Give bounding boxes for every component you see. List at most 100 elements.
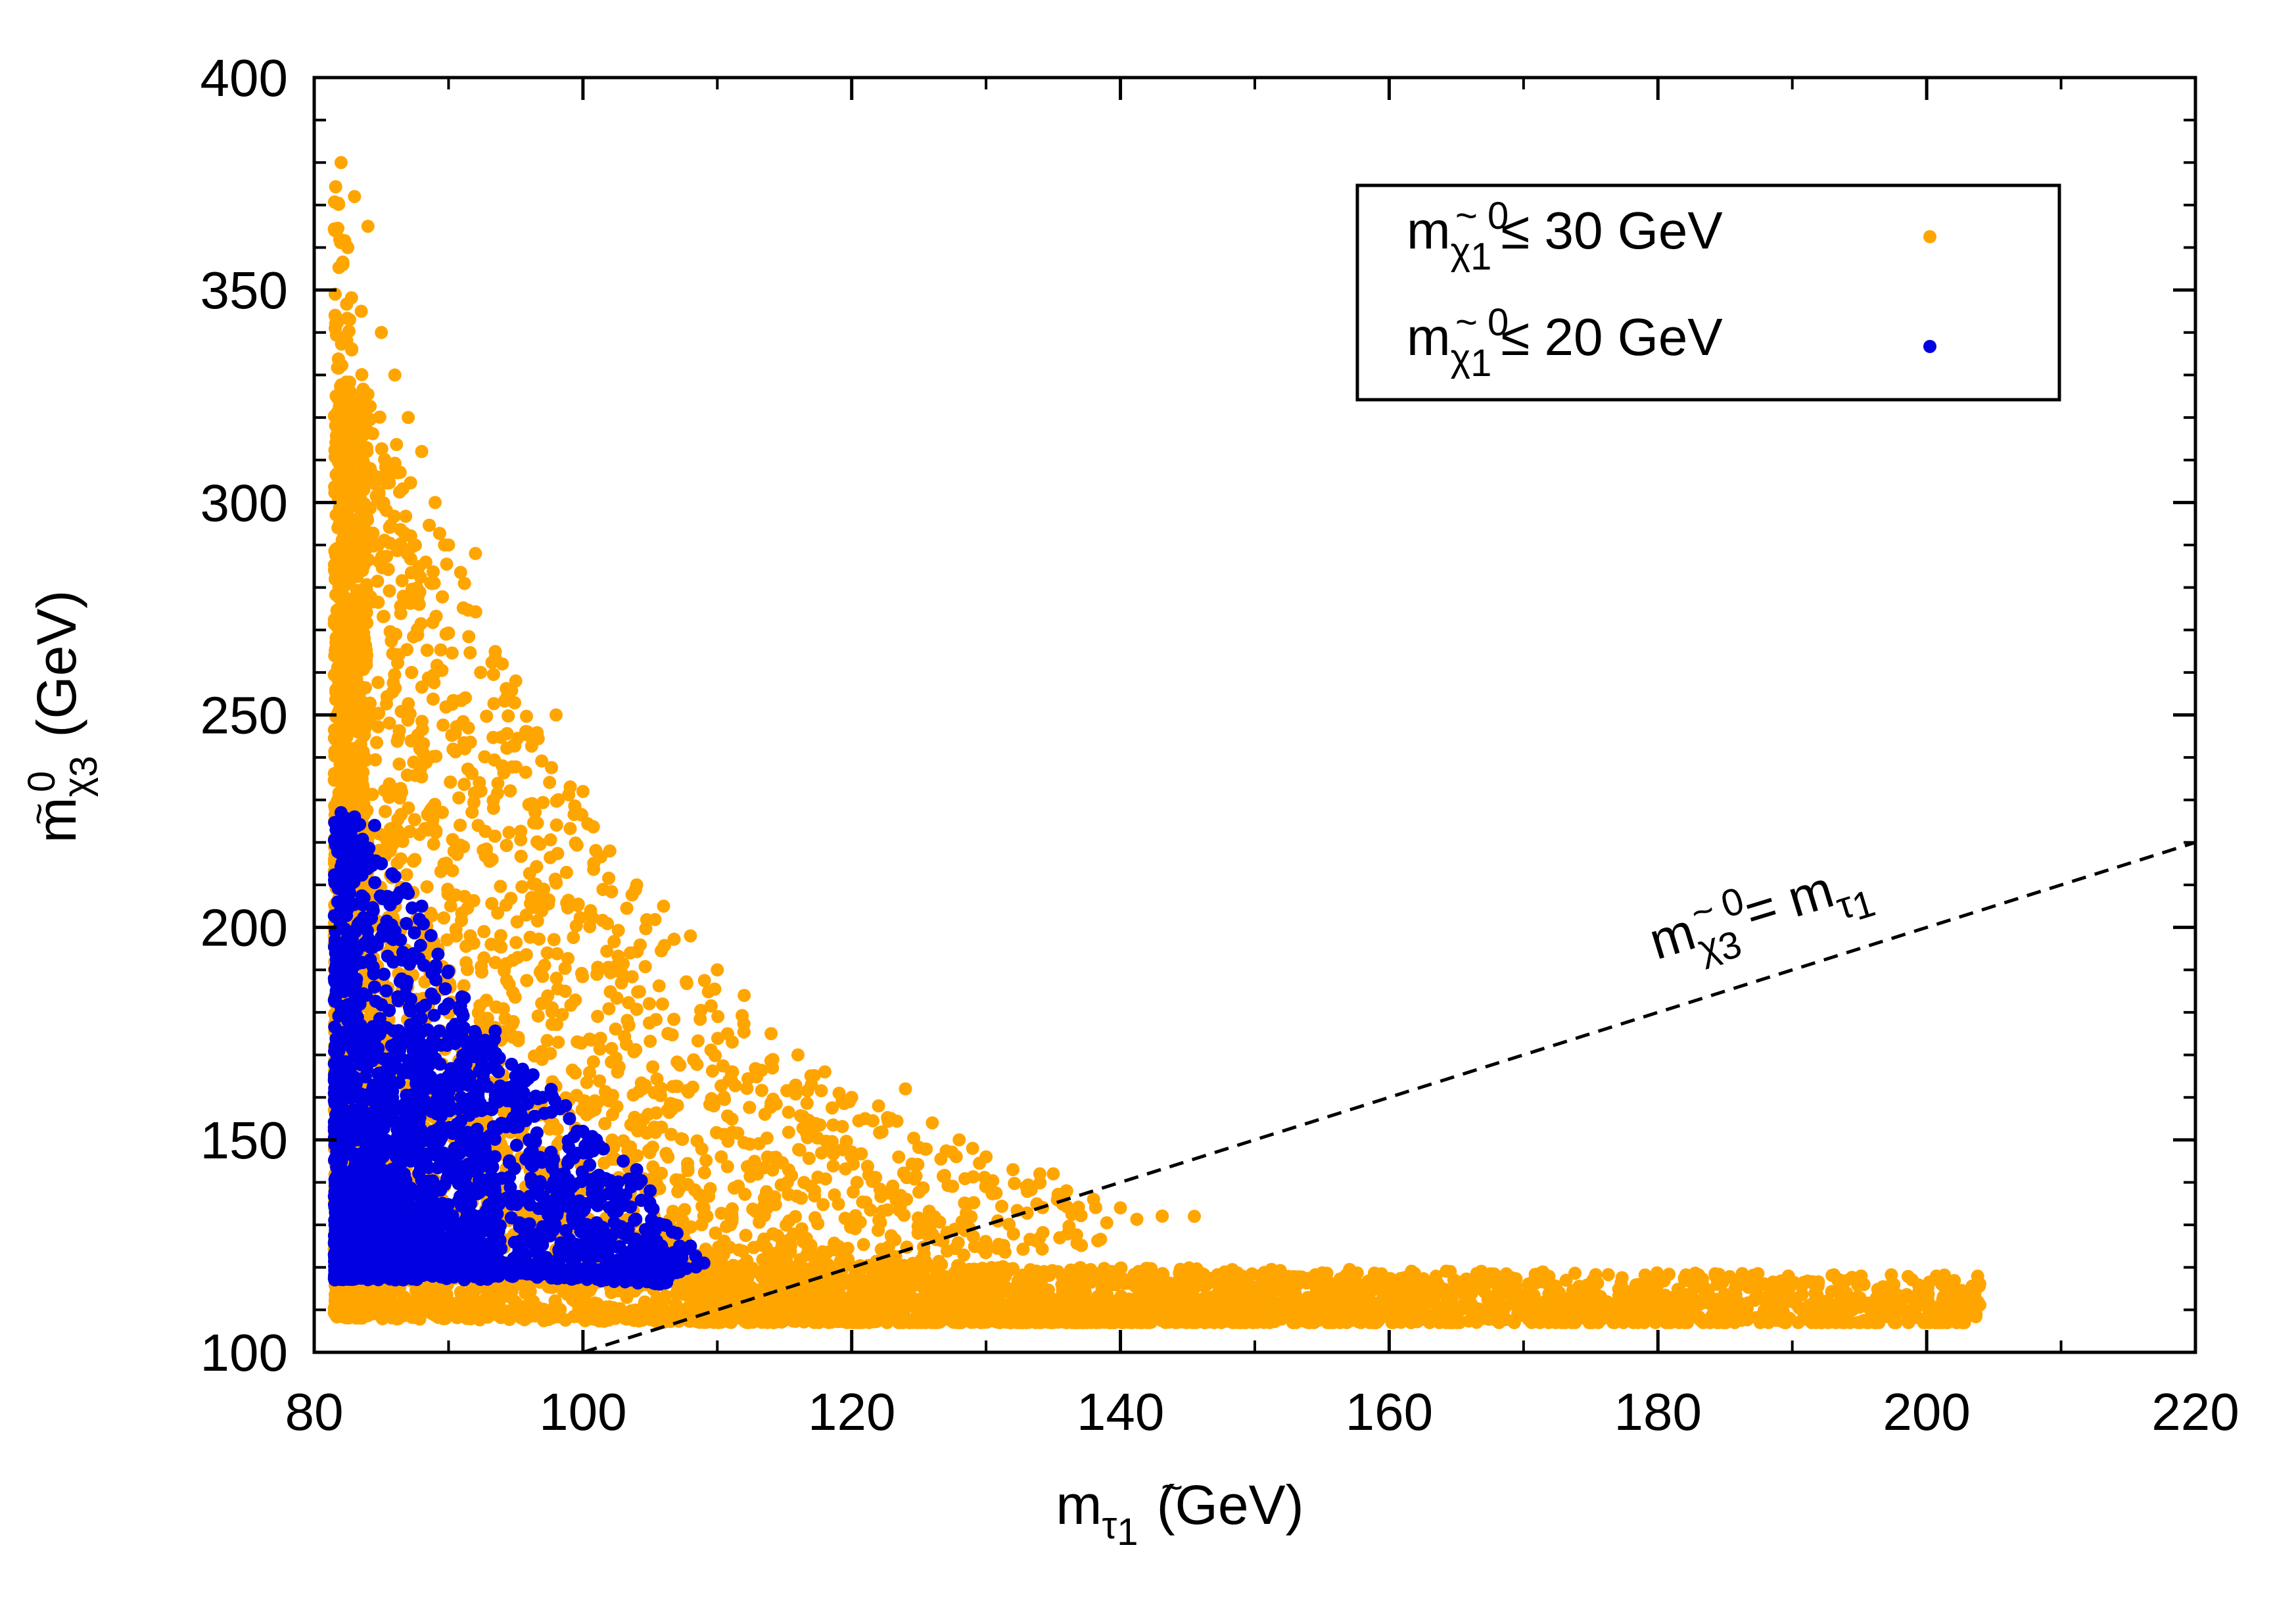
orange-point bbox=[519, 908, 533, 922]
orange-point bbox=[555, 1008, 569, 1022]
orange-point bbox=[502, 826, 516, 840]
orange-point bbox=[609, 1022, 622, 1036]
orange-point bbox=[687, 1053, 701, 1067]
orange-point bbox=[995, 1199, 1009, 1213]
orange-point bbox=[400, 768, 414, 782]
orange-point bbox=[550, 947, 564, 960]
orange-point bbox=[611, 924, 625, 937]
orange-point bbox=[540, 946, 554, 960]
orange-point bbox=[678, 1202, 691, 1216]
orange-point bbox=[808, 1184, 822, 1198]
orange-point bbox=[711, 1010, 725, 1024]
orange-point bbox=[514, 833, 528, 847]
orange-point bbox=[504, 784, 517, 797]
orange-point bbox=[782, 1126, 795, 1139]
orange-point bbox=[558, 961, 572, 975]
orange-point bbox=[697, 974, 711, 987]
orange-point bbox=[434, 643, 448, 657]
orange-point bbox=[642, 997, 656, 1010]
orange-point bbox=[487, 697, 501, 711]
orange-point bbox=[650, 1072, 664, 1086]
orange-point bbox=[814, 1146, 828, 1160]
orange-point bbox=[1029, 1234, 1043, 1248]
orange-point bbox=[420, 880, 434, 893]
orange-point bbox=[440, 557, 454, 571]
orange-point bbox=[413, 828, 427, 842]
orange-point bbox=[828, 1188, 841, 1202]
orange-point bbox=[652, 979, 666, 993]
orange-point bbox=[739, 1229, 753, 1243]
orange-point bbox=[486, 801, 500, 815]
orange-point bbox=[480, 709, 494, 723]
orange-point bbox=[491, 776, 505, 790]
orange-point bbox=[519, 709, 533, 723]
orange-point bbox=[452, 791, 466, 805]
orange-point bbox=[400, 868, 413, 882]
orange-point bbox=[589, 843, 603, 857]
orange-point bbox=[408, 813, 421, 826]
orange-point bbox=[691, 1034, 705, 1048]
orange-point bbox=[703, 1181, 717, 1195]
orange-point bbox=[336, 258, 350, 272]
orange-point bbox=[544, 833, 557, 847]
orange-point bbox=[655, 1293, 669, 1307]
orange-point bbox=[600, 944, 614, 958]
orange-point bbox=[1053, 1231, 1067, 1245]
orange-point bbox=[473, 999, 487, 1012]
orange-point bbox=[731, 1126, 745, 1140]
orange-point bbox=[622, 1018, 636, 1032]
orange-point bbox=[427, 837, 440, 851]
orange-point bbox=[435, 805, 449, 819]
orange-point bbox=[355, 367, 369, 381]
orange-point bbox=[816, 1198, 830, 1212]
orange-point bbox=[523, 930, 537, 944]
orange-point bbox=[371, 676, 385, 690]
orange-point bbox=[426, 692, 440, 706]
orange-point bbox=[715, 1206, 728, 1220]
orange-point bbox=[551, 1035, 565, 1049]
orange-point bbox=[436, 718, 450, 732]
orange-point bbox=[873, 1126, 887, 1139]
orange-point bbox=[454, 565, 467, 579]
orange-point bbox=[415, 715, 429, 728]
orange-point bbox=[670, 1055, 684, 1069]
orange-point bbox=[580, 1076, 594, 1089]
orange-point bbox=[1091, 1234, 1105, 1248]
orange-point bbox=[966, 1170, 980, 1184]
orange-point bbox=[446, 833, 459, 847]
orange-point bbox=[543, 776, 557, 790]
orange-point bbox=[564, 999, 578, 1012]
orange-point bbox=[792, 1143, 806, 1156]
orange-point bbox=[680, 1083, 694, 1097]
orange-point bbox=[697, 1166, 711, 1179]
orange-point bbox=[390, 734, 404, 748]
orange-point bbox=[796, 1110, 810, 1124]
orange-point bbox=[591, 1095, 605, 1109]
orange-point bbox=[569, 919, 583, 933]
orange-point bbox=[826, 1101, 839, 1115]
orange-point bbox=[376, 609, 390, 623]
orange-point bbox=[558, 984, 572, 998]
orange-point bbox=[461, 962, 475, 976]
orange-point bbox=[701, 985, 715, 999]
orange-point bbox=[800, 1097, 814, 1110]
orange-point bbox=[392, 757, 406, 771]
orange-point bbox=[519, 765, 532, 779]
orange-point bbox=[488, 753, 502, 767]
orange-point bbox=[396, 834, 410, 848]
orange-point bbox=[423, 518, 436, 532]
orange-point bbox=[437, 911, 451, 925]
orange-point bbox=[498, 694, 511, 708]
orange-point bbox=[1100, 1216, 1113, 1230]
orange-point bbox=[692, 1188, 706, 1202]
orange-point bbox=[643, 1146, 657, 1160]
orange-point bbox=[736, 1245, 749, 1258]
orange-point bbox=[371, 720, 385, 734]
orange-point bbox=[415, 770, 429, 784]
orange-point bbox=[826, 1159, 840, 1173]
orange-point bbox=[802, 1151, 816, 1165]
orange-point bbox=[709, 1226, 722, 1240]
orange-point bbox=[661, 1027, 675, 1041]
orange-point bbox=[530, 914, 544, 928]
